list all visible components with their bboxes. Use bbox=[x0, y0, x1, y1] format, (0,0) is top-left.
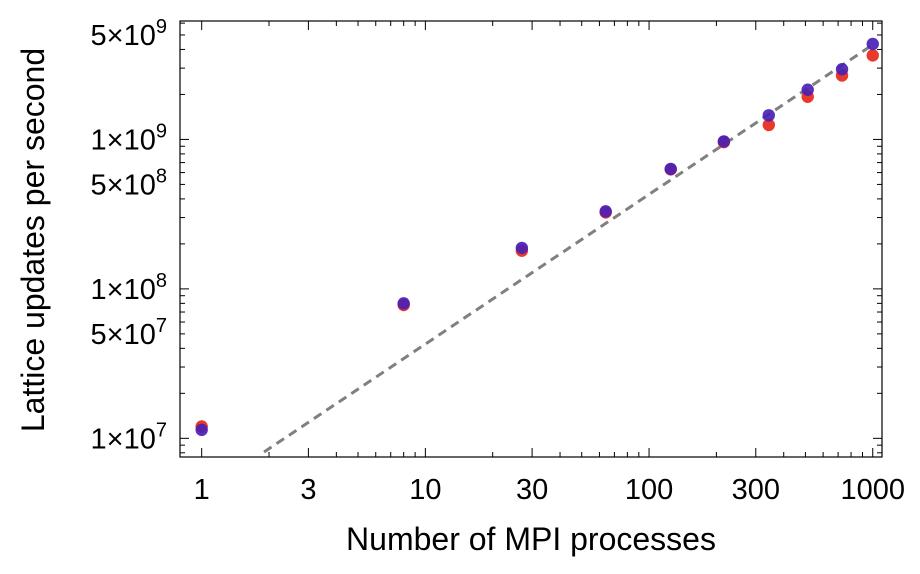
data-point bbox=[515, 241, 529, 255]
plot-frame bbox=[179, 20, 883, 458]
points-layer bbox=[195, 37, 879, 437]
data-point bbox=[762, 109, 775, 122]
x-tick-label: 10 bbox=[409, 474, 441, 506]
data-point bbox=[866, 37, 879, 51]
x-tick-label: 300 bbox=[732, 474, 780, 506]
data-point bbox=[762, 118, 775, 132]
data-point bbox=[717, 135, 731, 148]
ticks-layer bbox=[180, 21, 882, 457]
y-tick-label: 5×108 bbox=[91, 165, 167, 201]
y-tick-label: 1×108 bbox=[91, 270, 167, 306]
data-point bbox=[397, 297, 410, 310]
x-tick-label: 30 bbox=[516, 474, 548, 506]
y-axis-title: Lattice updates per second bbox=[15, 48, 51, 432]
tick-labels-layer: 1 3 10 30 100 300 1000 1×107 5×107 1×108 5×108 1×10… bbox=[91, 16, 905, 506]
data-point bbox=[195, 423, 208, 437]
x-tick-label: 3 bbox=[300, 474, 316, 506]
x-tick-label: 100 bbox=[625, 474, 673, 506]
data-point bbox=[866, 49, 879, 62]
x-axis-title: Number of MPI processes bbox=[346, 521, 716, 557]
y-tick-label: 1×107 bbox=[91, 419, 167, 455]
data-point bbox=[599, 205, 612, 218]
y-tick-label: 5×109 bbox=[91, 16, 167, 52]
data-point bbox=[664, 162, 677, 176]
reference-line-layer bbox=[263, 43, 874, 454]
y-tick-label: 1×109 bbox=[91, 120, 167, 156]
x-tick-label: 1000 bbox=[840, 474, 905, 506]
data-point bbox=[801, 83, 814, 96]
data-point bbox=[835, 63, 849, 76]
x-tick-label: 1 bbox=[194, 474, 210, 506]
y-tick-label: 5×107 bbox=[91, 315, 167, 351]
reference-line bbox=[263, 43, 874, 454]
